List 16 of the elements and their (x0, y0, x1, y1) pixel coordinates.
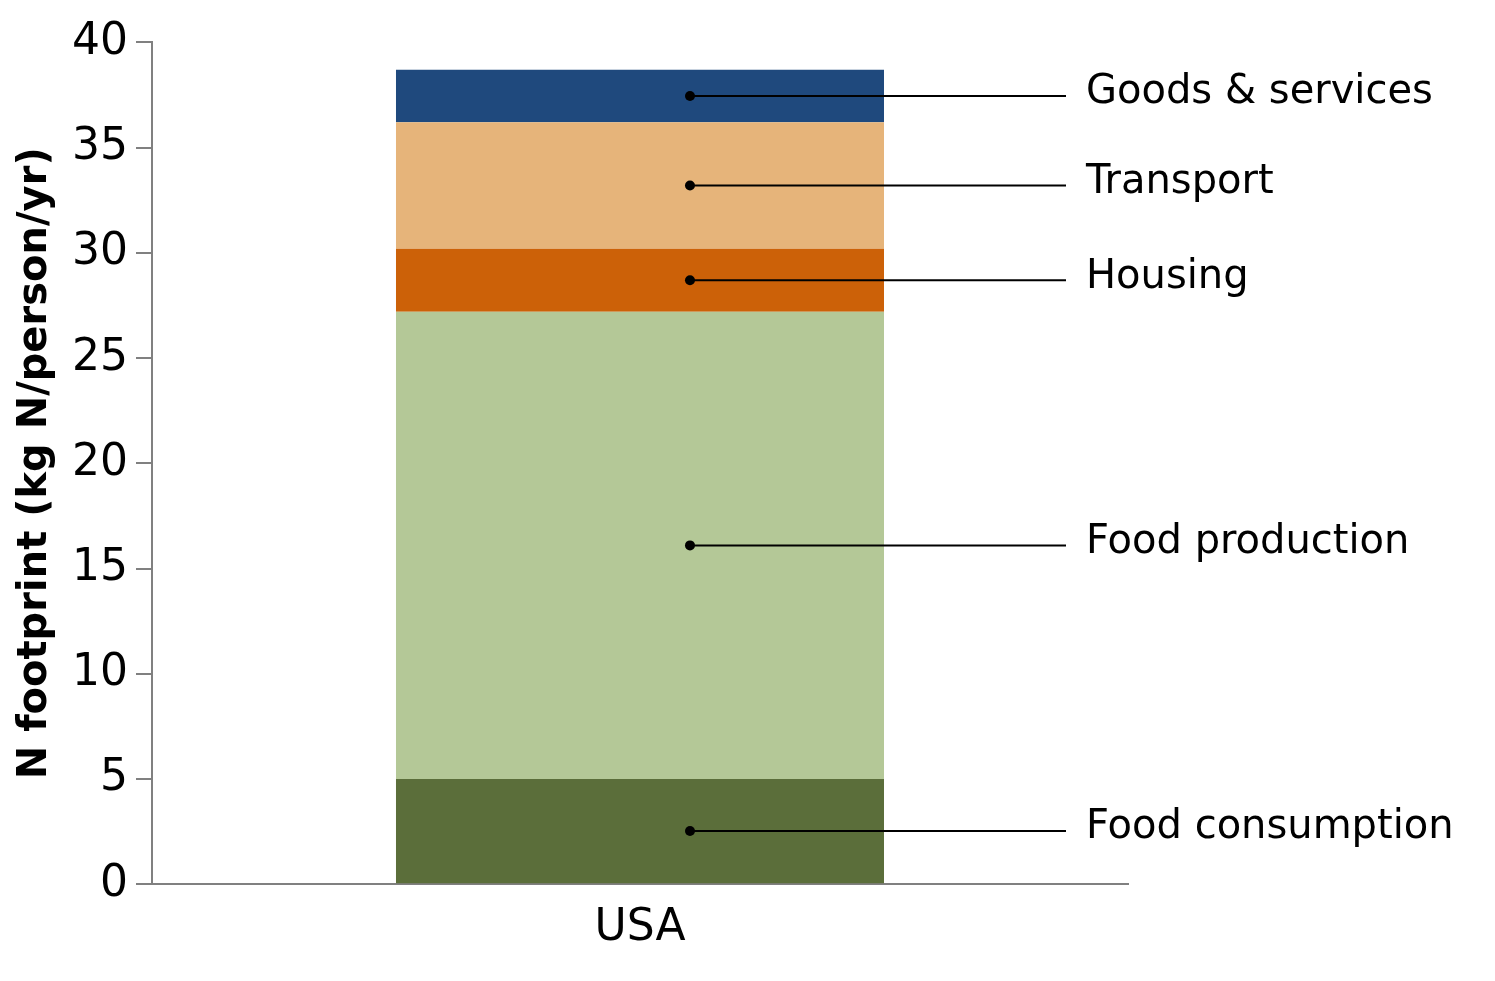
y-tick-label: 10 (71, 644, 128, 696)
y-tick-label: 0 (99, 854, 128, 906)
text: Food consumption (1086, 801, 1454, 848)
text: Food production (1086, 515, 1410, 562)
y-tick-label: 40 (71, 12, 128, 64)
text: Goods & services (1086, 66, 1433, 113)
x-tick-label: USA (594, 899, 686, 951)
y-tick-label: 15 (71, 538, 128, 590)
y-tick-label: 30 (71, 223, 128, 275)
y-tick-label: 35 (71, 118, 128, 170)
y-tick-label: 25 (71, 328, 128, 380)
y-tick-label: 20 (71, 433, 128, 485)
y-axis-title: N footprint (kg N/person/yr) (9, 147, 56, 780)
text: Transport (1085, 155, 1274, 202)
y-tick-label: 5 (99, 749, 128, 801)
text: Housing (1086, 250, 1249, 297)
